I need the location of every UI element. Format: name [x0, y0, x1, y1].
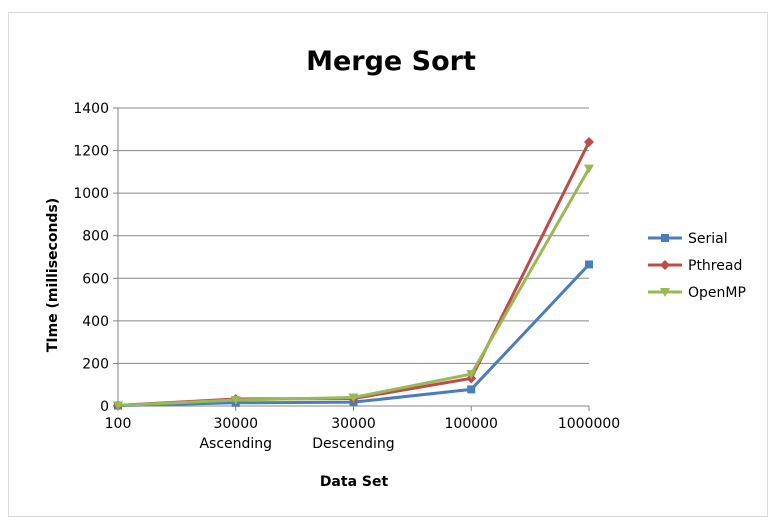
y-tick-label: 200	[82, 356, 109, 372]
y-tick-label: 400	[82, 314, 109, 330]
legend-label-serial: Serial	[688, 231, 728, 247]
chart-frame	[8, 12, 768, 517]
data-point-serial	[585, 260, 593, 269]
y-tick-label: 0	[100, 399, 109, 415]
data-point-openmp	[584, 164, 594, 174]
y-axis-title: TIme (milliseconds)	[45, 198, 61, 352]
data-point-openmp	[230, 396, 241, 406]
y-tick-label: 800	[82, 229, 109, 245]
chart-title: Merge Sort	[306, 46, 476, 77]
x-axis-title: Data Set	[320, 474, 389, 490]
legend-label-openmp: OpenMP	[688, 285, 746, 301]
gridlines	[113, 107, 590, 411]
legend-marker-pthread	[660, 260, 670, 270]
y-tick-label: 1000	[73, 186, 109, 202]
data-point-openmp	[466, 370, 477, 380]
data-point-serial	[467, 385, 476, 394]
data-point-openmp	[348, 393, 359, 403]
y-tick-label: 1400	[73, 101, 109, 117]
y-tick-label: 600	[82, 271, 109, 287]
legend-label-pthread: Pthread	[688, 258, 742, 274]
legend: Serial Pthread OpenMP	[648, 231, 746, 301]
x-tick-label: 30000 Descending	[312, 416, 394, 452]
legend-marker-serial	[661, 234, 669, 242]
y-axis-ticks: 0 200 400 600 800 1000 1200 1400	[73, 101, 109, 415]
data-point-openmp	[113, 401, 123, 411]
y-tick-label: 1200	[73, 144, 109, 160]
series-line-pthread	[117, 141, 591, 407]
x-tick-label: 1000000	[558, 416, 620, 432]
x-axis-ticks: 100 30000 Ascending 30000 Descending 100000 10…	[105, 416, 621, 452]
x-tick-label: 30000 Ascending	[199, 416, 272, 452]
legend-marker-openmp	[660, 288, 670, 297]
data-point-pthread	[584, 137, 594, 148]
x-tick-label: 100	[105, 416, 132, 432]
series-group	[113, 137, 594, 411]
x-tick-label: 100000	[445, 416, 498, 432]
